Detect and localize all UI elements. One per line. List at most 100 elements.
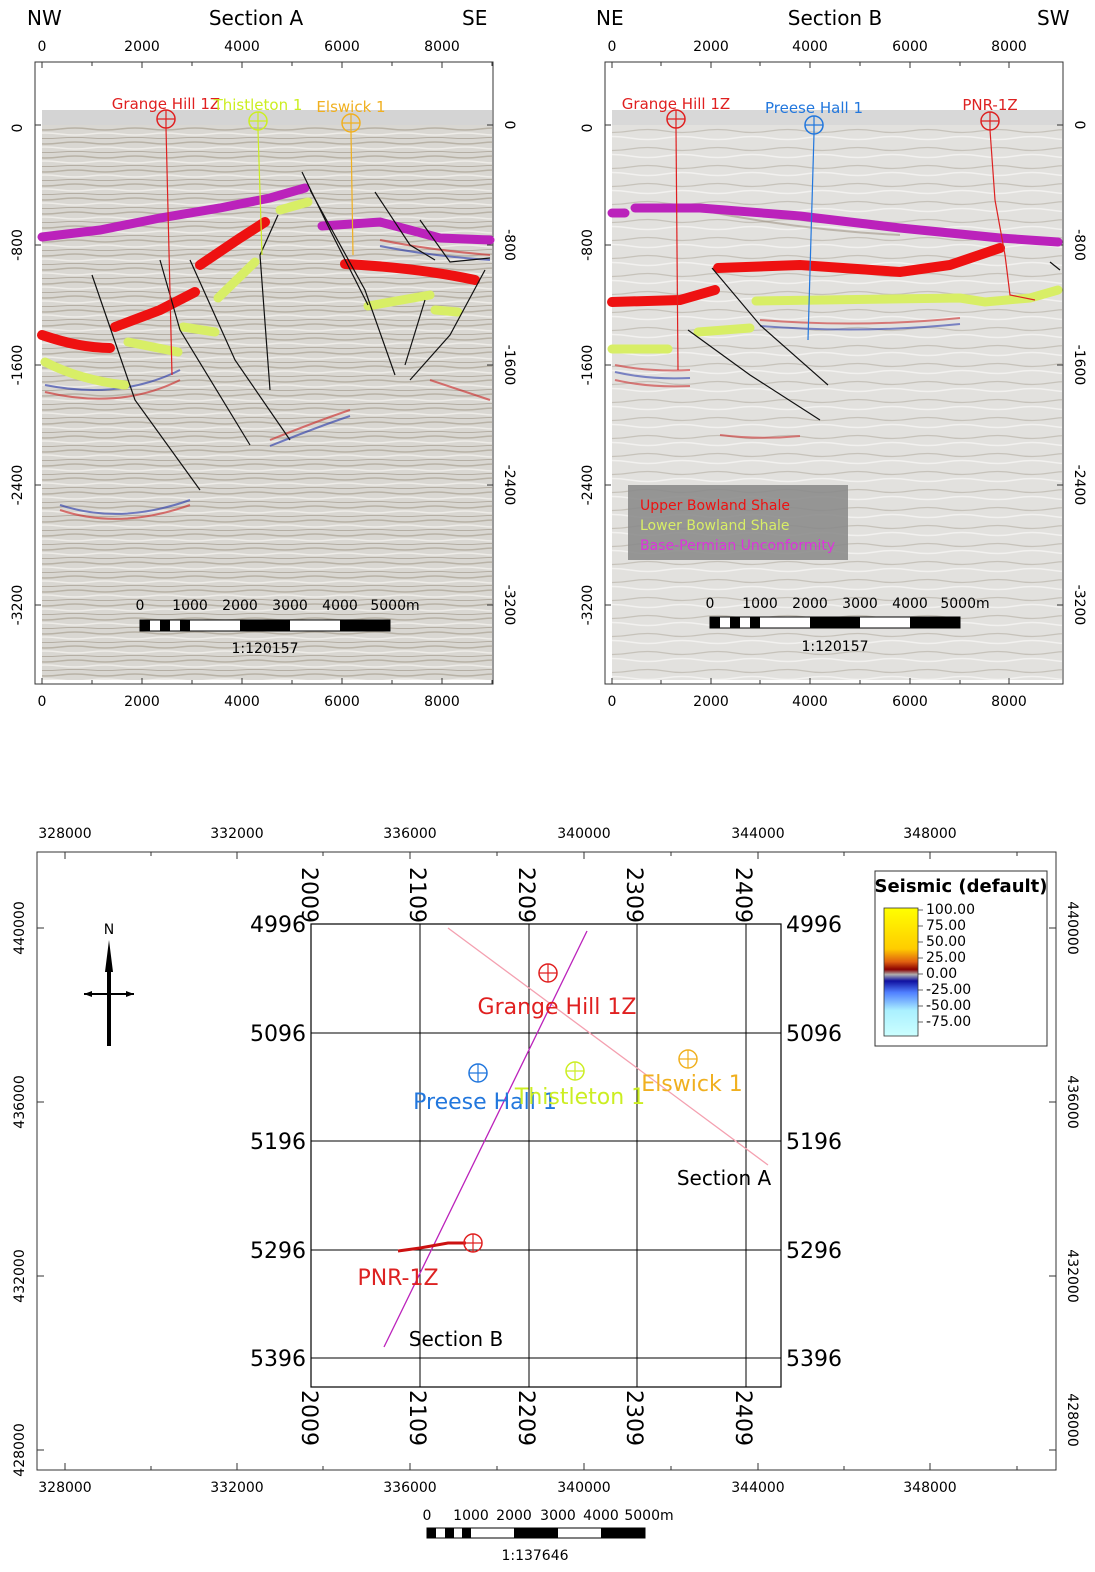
well-label: Thistleton 1	[213, 96, 303, 114]
tick-label: 432000	[1064, 1249, 1080, 1302]
tick-label: -1600	[580, 345, 596, 386]
tick-label: 344000	[731, 1480, 784, 1496]
scale-tick: 5000m	[624, 1508, 673, 1524]
tick-label: -1600	[501, 345, 517, 386]
tick-label: -3200	[1071, 585, 1087, 626]
scale-tick: 4000	[892, 596, 928, 612]
tick-label: 440000	[1064, 901, 1080, 954]
lower-bowland-horizon	[40, 357, 130, 390]
section-a-wells: Grange Hill 1Z Thistleton 1 Elswick 1	[112, 95, 386, 376]
tick-label: 336000	[383, 1480, 436, 1496]
grid-label: 2309	[621, 1390, 646, 1446]
upper-bowland-horizon	[110, 287, 200, 332]
tick-label: 6000	[892, 39, 928, 55]
colorbar-tick: 75.00	[926, 918, 966, 934]
legend-item-lower-bowland: Lower Bowland Shale	[640, 518, 790, 534]
lower-bowland-horizon	[363, 290, 435, 311]
survey-grid	[310, 923, 782, 1388]
upper-bowland-horizon	[713, 243, 1005, 278]
section-a-left-direction: NW	[27, 6, 62, 30]
colorbar-tick: -25.00	[926, 982, 971, 998]
section-a-seismic	[42, 125, 492, 680]
tick-label: 8000	[424, 694, 460, 710]
tick-label: 0	[1071, 121, 1087, 130]
section-a-bottom-x-ticks: 0 2000 4000 6000 8000	[38, 694, 460, 710]
section-b-frame-ticks	[605, 62, 1063, 684]
tick-label: 2000	[693, 694, 729, 710]
well-grange-hill: Grange Hill 1Z	[622, 95, 730, 371]
well-label: Preese Hall 1	[765, 99, 863, 117]
tick-label: -1600	[10, 345, 26, 386]
grid-label: 2409	[730, 1390, 755, 1446]
grid-label: 2409	[730, 867, 755, 923]
grid-label: 5096	[250, 1022, 306, 1047]
section-b-top-x-ticks: 0 2000 4000 6000 8000	[608, 39, 1027, 55]
tick-label: -800	[10, 229, 26, 261]
section-b-topband	[612, 110, 1062, 125]
legend-item-upper-bowland: Upper Bowland Shale	[640, 498, 790, 514]
tick-label: -3200	[501, 585, 517, 626]
tick-label: 348000	[903, 1480, 956, 1496]
grid-label: 5196	[250, 1130, 306, 1155]
upper-bowland-horizon	[607, 285, 720, 307]
north-label: N	[104, 922, 114, 938]
section-b-title: Section B	[788, 6, 882, 30]
base-permian-horizon	[607, 203, 1063, 247]
grid-label: 2009	[296, 867, 321, 923]
section-b-right-direction: SW	[1037, 6, 1070, 30]
map-bottom-x-ticks: 328000 332000 336000 340000 344000 34800…	[38, 1480, 956, 1496]
lower-bowland-horizon	[178, 322, 220, 337]
north-arrow-icon: N	[84, 922, 134, 1046]
well-label: Grange Hill 1Z	[622, 95, 730, 113]
tick-label: 8000	[991, 694, 1027, 710]
well-pnr: PNR-1Z	[962, 96, 1036, 301]
lower-bowland-horizon	[430, 305, 463, 317]
tick-label: 0	[608, 694, 617, 710]
colorbar-title: Seismic (default)	[874, 876, 1047, 897]
colorbar-tick: 50.00	[926, 934, 966, 950]
section-b-map-label: Section B	[409, 1327, 503, 1351]
map-well-preese-hall: Preese Hall 1	[413, 1063, 557, 1115]
scale-tick: 5000m	[940, 596, 989, 612]
scale-tick: 3000	[272, 598, 308, 614]
grid-label: 4996	[786, 913, 842, 938]
lower-bowland-horizon	[751, 285, 1063, 307]
section-b-left-direction: NE	[596, 6, 624, 30]
section-b-bottom-x-ticks: 0 2000 4000 6000 8000	[608, 694, 1027, 710]
colorbar-tick: 25.00	[926, 950, 966, 966]
well-label: Thistleton 1	[514, 1085, 645, 1110]
section-a-panel: NW Section A SE 0 2000 4000 6000 8000 0 …	[10, 6, 517, 710]
tick-label: 432000	[12, 1249, 28, 1302]
well-elswick: Elswick 1	[316, 98, 386, 256]
tick-label: -800	[580, 229, 596, 261]
tick-label: -1600	[1071, 345, 1087, 386]
map-top-x-ticks: 328000 332000 336000 340000 344000 34800…	[38, 826, 956, 842]
map-well-grange-hill: Grange Hill 1Z	[478, 963, 637, 1020]
tick-label: 340000	[557, 1480, 610, 1496]
section-b-wells: Grange Hill 1Z Preese Hall 1 PNR-1Z	[622, 95, 1036, 371]
tick-label: -800	[1071, 229, 1087, 261]
tick-label: 6000	[892, 694, 928, 710]
map-right-y-ticks: 440000 436000 432000 428000	[1064, 901, 1080, 1446]
tick-label: 328000	[38, 1480, 91, 1496]
section-a-line	[447, 927, 769, 1166]
tick-label: -3200	[10, 585, 26, 626]
tick-label: 6000	[324, 694, 360, 710]
tick-label: 2000	[693, 39, 729, 55]
survey-grid-left-labels: 4996 5096 5196 5296 5396	[250, 913, 306, 1372]
scale-tick: 2000	[792, 596, 828, 612]
map-well-pnr: PNR-1Z	[357, 1233, 483, 1291]
scale-tick: 1000	[742, 596, 778, 612]
tick-label: 0	[38, 694, 47, 710]
map-scale-bar: 0 1000 2000 3000 4000 5000m 1:137646	[423, 1508, 674, 1564]
tick-label: 8000	[424, 39, 460, 55]
seismic-colorbar: Seismic (default) 100.00 75.00 50.00 25.…	[874, 870, 1048, 1047]
tick-label: -2400	[580, 465, 596, 506]
tick-label: -2400	[501, 465, 517, 506]
legend: Upper Bowland Shale Lower Bowland Shale …	[628, 485, 848, 560]
survey-grid-bottom-labels: 2009 2109 2209 2309 2409	[296, 1390, 755, 1446]
section-a-horizons	[37, 183, 495, 390]
section-a-title: Section A	[209, 6, 304, 30]
well-label: PNR-1Z	[962, 96, 1017, 114]
well-label: Grange Hill 1Z	[478, 995, 637, 1020]
